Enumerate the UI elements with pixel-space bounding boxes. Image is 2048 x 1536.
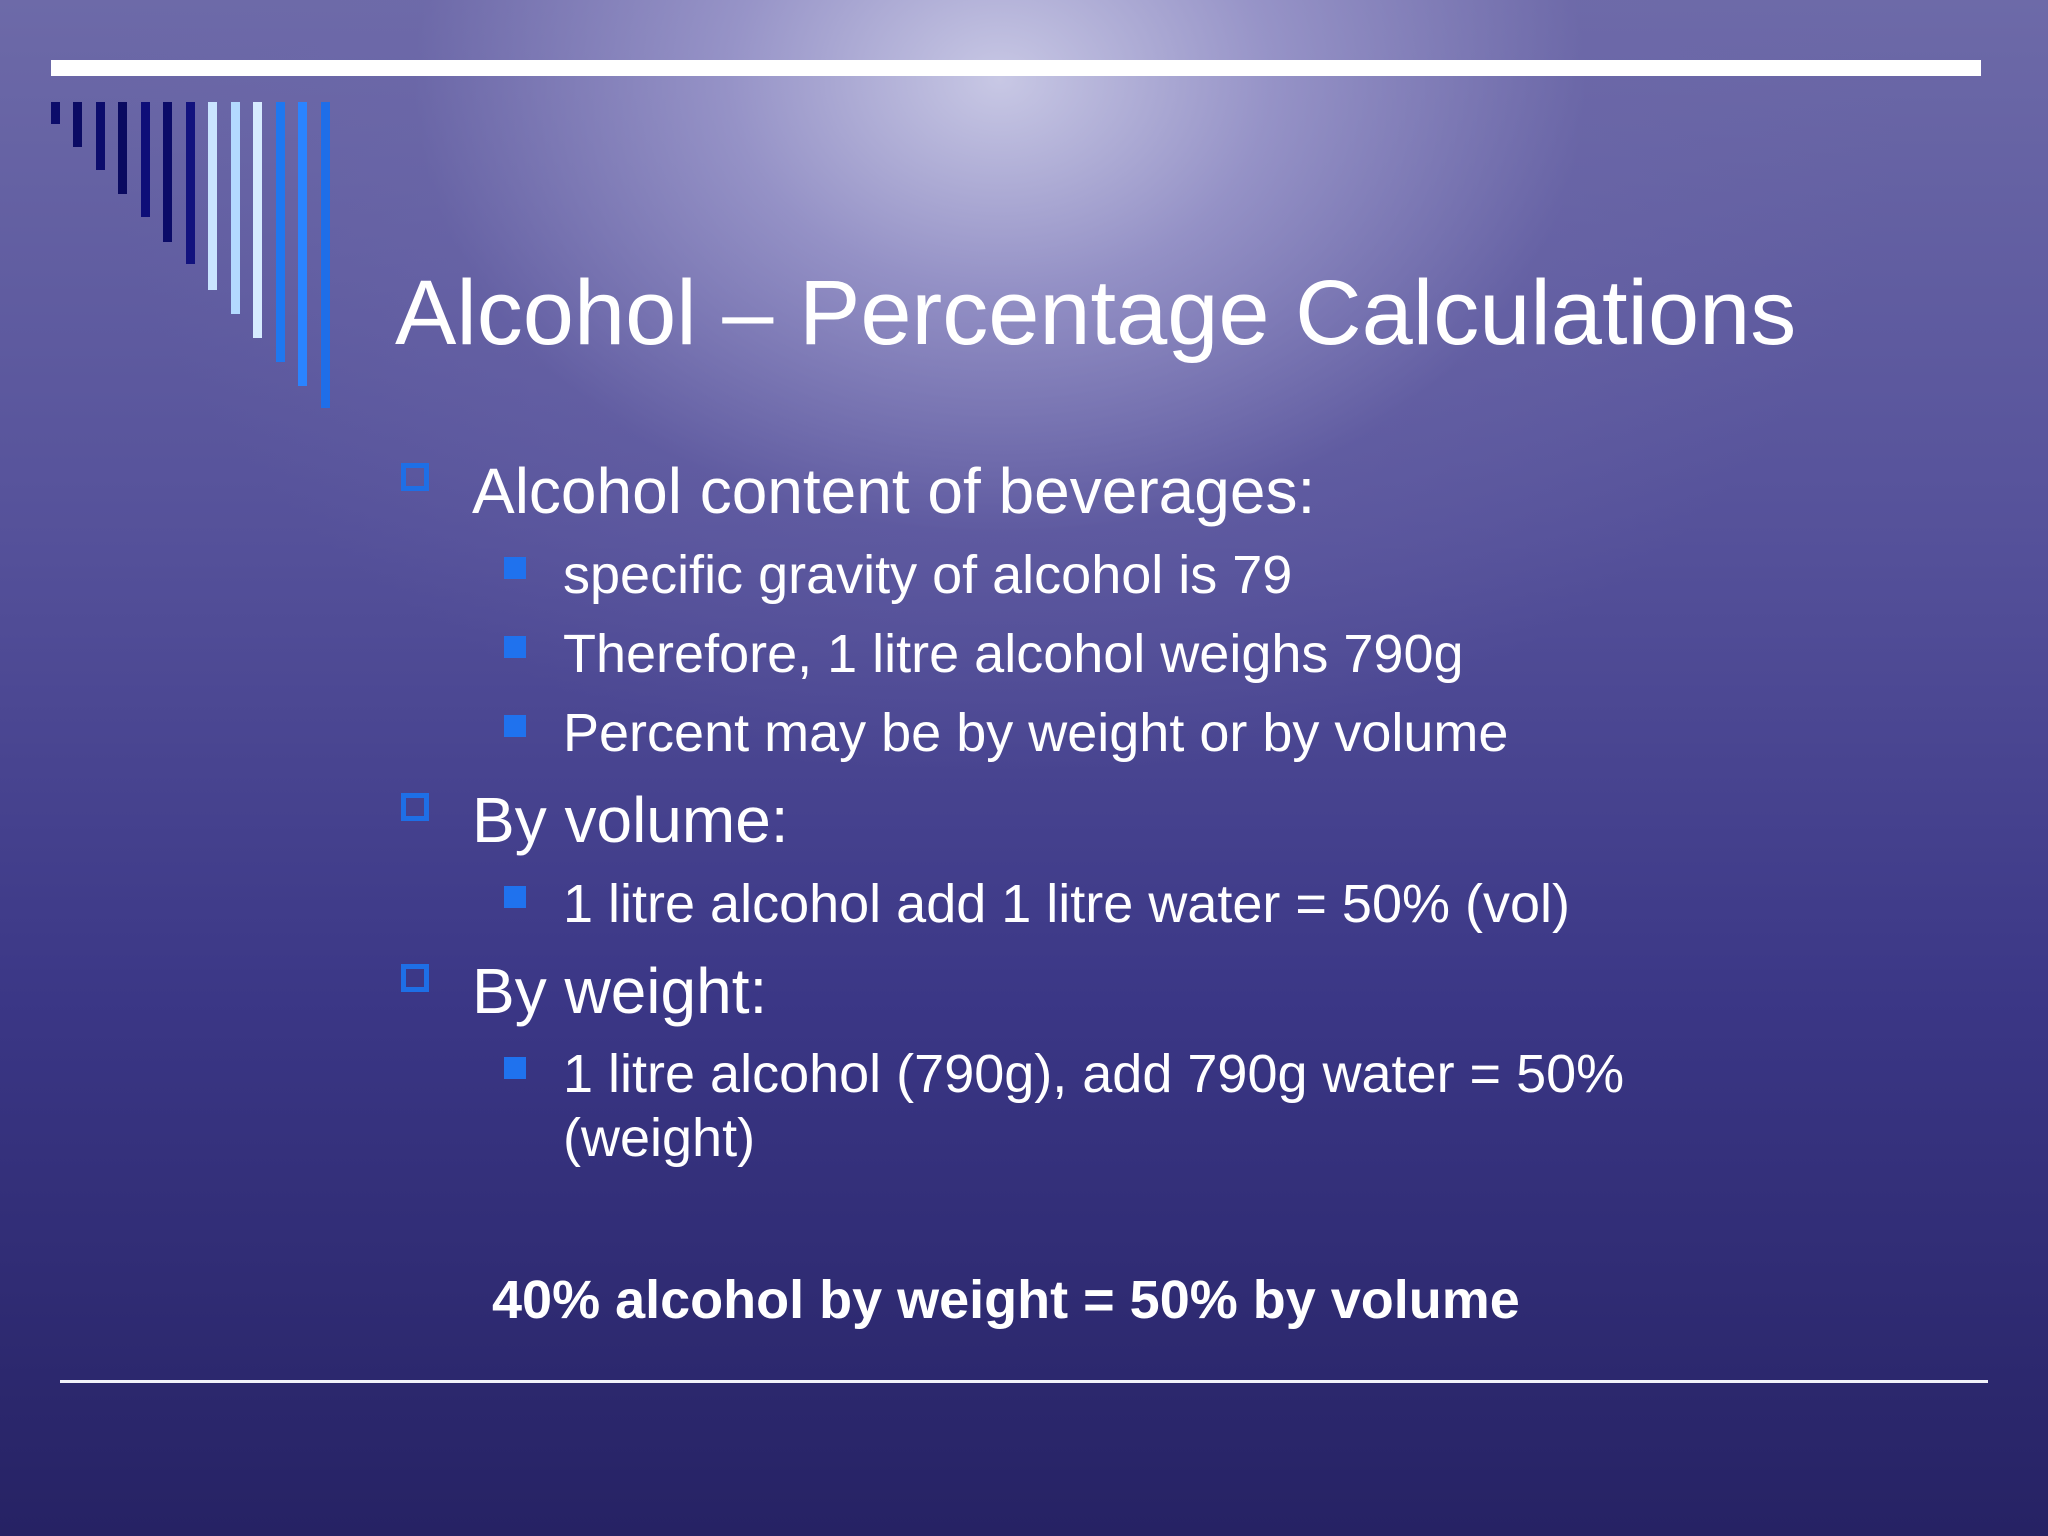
filled-square-bullet-icon [504,886,526,908]
stripe [231,102,240,314]
sub-bullet-percent-method: Percent may be by weight or by volume [563,703,1509,763]
bullet-alcohol-content: Alcohol content of beverages: [472,455,1316,527]
filled-square-bullet-icon [504,636,526,658]
filled-square-bullet-icon [504,557,526,579]
stripe [253,102,262,338]
stripe [276,102,285,362]
sub-bullet-litre-weight: Therefore, 1 litre alcohol weighs 790g [563,624,1464,684]
stripe [208,102,217,290]
stripe [298,102,307,386]
stripe [186,102,195,264]
hollow-square-bullet-icon [401,964,429,992]
bottom-rule [60,1380,1988,1383]
top-rule [51,60,1981,76]
decorative-stripes [51,102,341,412]
filled-square-bullet-icon [504,1057,526,1079]
stripe [118,102,127,194]
stripe [321,102,330,408]
sub-bullet-specific-gravity: specific gravity of alcohol is 79 [563,545,1293,605]
slide-title: Alcohol – Percentage Calculations [395,262,1797,364]
filled-square-bullet-icon [504,715,526,737]
hollow-square-bullet-icon [401,793,429,821]
sub-bullet-weight-example: 1 litre alcohol (790g), add 790g water =… [563,1044,1625,1104]
sub-bullet-volume-example: 1 litre alcohol add 1 litre water = 50% … [563,874,1570,934]
sub-bullet-weight-example-continued: (weight) [563,1108,756,1168]
bullet-by-volume: By volume: [472,784,789,856]
stripe [51,102,60,124]
stripe [73,102,82,147]
bullet-by-weight: By weight: [472,955,768,1027]
stripe [141,102,150,217]
hollow-square-bullet-icon [401,463,429,491]
summary-note: 40% alcohol by weight = 50% by volume [492,1270,1520,1330]
stripe [163,102,172,242]
stripe [96,102,105,170]
